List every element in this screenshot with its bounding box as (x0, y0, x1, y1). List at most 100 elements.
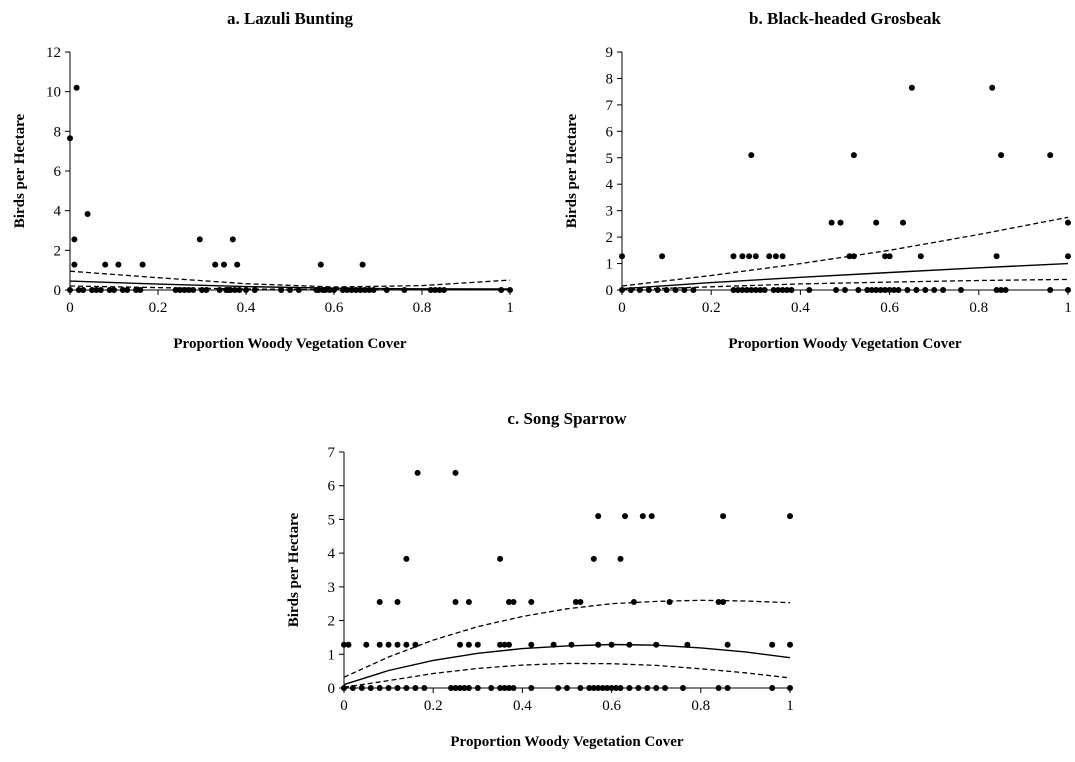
data-point-c (626, 641, 633, 648)
y-tick-label-a: 0 (54, 283, 62, 299)
data-point-b (908, 84, 915, 91)
data-point-c (599, 685, 606, 691)
data-point-c (715, 599, 722, 605)
data-point-c (465, 641, 472, 648)
data-point-a (203, 287, 210, 293)
x-tick-label-c: 0.4 (513, 698, 532, 714)
data-point-a (383, 287, 390, 293)
data-point-c (528, 685, 535, 691)
data-point-a (111, 287, 117, 293)
data-point-c (639, 513, 646, 520)
data-point-b (846, 253, 853, 260)
y-tick-label-a: 12 (46, 45, 61, 61)
data-point-a (71, 236, 78, 243)
data-point-b (806, 287, 813, 293)
data-point-c (528, 599, 535, 605)
data-point-c (572, 599, 579, 605)
data-point-c (474, 641, 481, 648)
data-point-b (1065, 253, 1071, 260)
data-point-c (662, 685, 669, 691)
data-point-c (568, 641, 575, 648)
data-point-c (349, 685, 356, 691)
data-point-c (617, 685, 624, 691)
data-point-c (457, 685, 463, 691)
data-point-b (779, 287, 786, 293)
data-point-a (229, 236, 236, 243)
data-point-a (177, 287, 183, 293)
data-point-c (341, 685, 347, 691)
data-point-b (730, 287, 737, 293)
data-point-a (75, 287, 82, 293)
data-point-b (788, 287, 795, 293)
y-axis-label-b: Birds per Hectare (564, 113, 580, 228)
data-point-a (172, 287, 179, 293)
chart-panel-b: b. Black-headed Grosbeak 0 1 2 3 4 5 6 7 8 9 0 0.2 0.… (540, 0, 1075, 380)
x-tick-label-a: 0.6 (325, 300, 344, 316)
chart-panel-a: a. Lazuli Bunting 0 2 4 6 8 10 12 0 0.2 0.4 0.6 0.8 1… (0, 0, 540, 380)
data-point-c (550, 641, 557, 648)
data-point-c (608, 685, 615, 691)
data-point-b (837, 219, 844, 226)
data-point-c (586, 685, 593, 691)
data-point-c (595, 641, 602, 648)
data-point-c (341, 641, 347, 648)
data-point-a (139, 261, 146, 268)
data-point-c (376, 685, 383, 691)
data-point-a (331, 287, 337, 293)
data-point-b (645, 287, 652, 293)
y-tick-label-c: 1 (328, 647, 336, 663)
data-point-b (873, 219, 880, 226)
data-point-a (71, 261, 78, 268)
data-point-a (295, 287, 302, 293)
data-point-a (357, 287, 364, 293)
data-point-b (663, 287, 670, 293)
data-point-a (251, 287, 258, 293)
chart-svg-c: c. Song Sparrow 0 1 2 3 4 5 6 7 0 0.2 0.4 0.6 0.8 1 Pro… (286, 409, 794, 750)
y-tick-label-b: 7 (606, 98, 614, 114)
y-tick-label-c: 6 (328, 479, 336, 495)
data-point-b (730, 253, 737, 260)
data-point-b (659, 253, 666, 260)
data-point-b (619, 287, 625, 293)
data-point-b (752, 253, 759, 260)
data-point-c (680, 685, 686, 691)
data-point-a (348, 287, 355, 293)
data-point-a (236, 287, 243, 293)
data-point-c (461, 685, 468, 691)
data-point-c (595, 513, 602, 520)
y-axis-label-a: Birds per Hectare (12, 113, 28, 228)
chart-title-c: c. Song Sparrow (507, 409, 627, 428)
x-tick-label-a: 1 (506, 300, 514, 316)
x-tick-label-c: 0 (340, 698, 348, 714)
ci-upper-curve-c (343, 599, 791, 678)
data-point-a (339, 287, 346, 293)
data-point-b (752, 287, 759, 293)
data-point-b (868, 287, 875, 293)
data-point-c (590, 685, 597, 691)
data-point-a (97, 287, 104, 293)
data-point-c (501, 685, 508, 691)
data-point-a (366, 287, 373, 293)
data-point-a (317, 261, 324, 268)
data-point-c (787, 641, 793, 648)
data-point-c (720, 513, 727, 520)
ci-lower-curve-b (621, 278, 1069, 291)
x-tick-label-b: 0 (618, 300, 626, 316)
data-point-a (322, 287, 329, 293)
fit-curve-b (621, 262, 1069, 290)
data-point-c (363, 641, 370, 648)
ci-lower-curve-c (343, 662, 791, 688)
data-point-c (724, 685, 731, 691)
data-point-c (787, 685, 793, 691)
data-point-c (414, 469, 421, 476)
data-point-b (746, 253, 753, 260)
x-axis-label-c: Proportion Woody Vegetation Cover (450, 734, 684, 750)
data-point-b (850, 152, 857, 159)
y-tick-label-c: 7 (328, 445, 336, 461)
data-point-b (998, 152, 1005, 159)
data-point-b (855, 287, 862, 293)
chart-svg-b: b. Black-headed Grosbeak 0 1 2 3 4 5 6 7 8 9 0 0.2 0.… (564, 9, 1072, 352)
data-point-c (403, 555, 410, 562)
data-point-a (427, 287, 434, 293)
chart-title-b: b. Black-headed Grosbeak (749, 9, 941, 28)
